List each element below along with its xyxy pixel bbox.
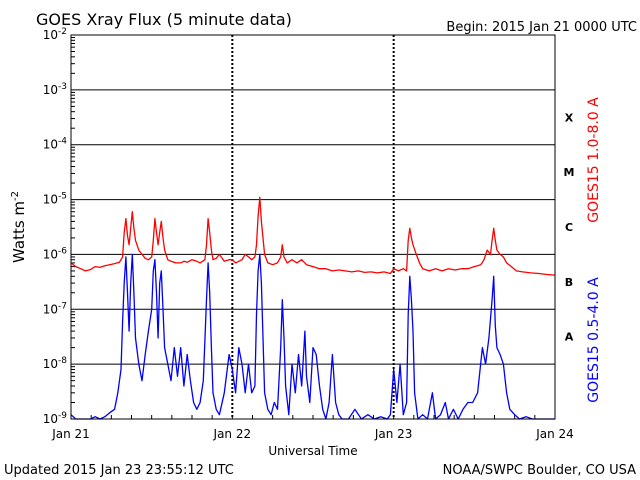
updated-timestamp: Updated 2015 Jan 23 23:55:12 UTC — [4, 463, 234, 478]
y-tick-mantissa: 10 — [43, 28, 58, 42]
legend-long-channel: GOES15 1.0-8.0 A — [586, 97, 602, 223]
y-tick-labels: 10-910-810-710-610-510-410-310-2 — [43, 27, 68, 426]
y-tick-mantissa: 10 — [43, 357, 58, 371]
x-tick-labels: Jan 21 Jan 22 Jan 23 Jan 24 — [51, 427, 574, 441]
legend-short-channel: GOES15 0.5-4.0 A — [586, 277, 602, 403]
y-axis-label-exponent: -2 — [10, 191, 21, 201]
y-tick-exponent: -9 — [58, 411, 67, 421]
x-tick-label: Jan 21 — [51, 427, 90, 441]
y-tick-exponent: -7 — [58, 301, 67, 311]
flare-class-label: A — [565, 331, 574, 344]
flare-class-label: C — [565, 221, 573, 234]
y-tick-label: 10-6 — [43, 246, 68, 261]
y-tick-label: 10-9 — [43, 411, 68, 426]
x-tick-label: Jan 23 — [374, 427, 413, 441]
plot-frame — [70, 34, 556, 420]
y-tick-mantissa: 10 — [43, 193, 58, 207]
y-tick-mantissa: 10 — [43, 412, 58, 426]
x-tick-label: Jan 24 — [535, 427, 574, 441]
y-tick-mantissa: 10 — [43, 247, 58, 261]
y-axis-label: Watts m-2 — [10, 191, 28, 263]
begin-time: Begin: 2015 Jan 21 0000 UTC — [446, 20, 637, 35]
y-tick-mantissa: 10 — [43, 138, 58, 152]
y-tick-label: 10-4 — [43, 137, 68, 152]
y-tick-exponent: -5 — [58, 192, 67, 202]
y-tick-mantissa: 10 — [43, 83, 58, 97]
x-tick-label: Jan 22 — [213, 427, 252, 441]
y-tick-exponent: -8 — [58, 356, 67, 366]
flare-class-label: M — [564, 166, 575, 179]
y-tick-exponent: -3 — [58, 82, 67, 92]
flare-class-label: X — [565, 111, 574, 124]
y-tick-label: 10-3 — [43, 82, 67, 97]
chart-title: GOES Xray Flux (5 minute data) — [36, 10, 292, 29]
y-tick-label: 10-2 — [43, 27, 67, 42]
flare-class-labels: A B C M X — [564, 111, 575, 343]
flare-class-label: B — [565, 276, 573, 289]
y-tick-label: 10-8 — [43, 356, 68, 371]
x-axis-label: Universal Time — [268, 444, 357, 458]
y-tick-exponent: -2 — [58, 27, 67, 37]
y-tick-mantissa: 10 — [43, 302, 58, 316]
credit-text: NOAA/SWPC Boulder, CO USA — [443, 463, 636, 478]
y-tick-exponent: -4 — [58, 137, 67, 147]
y-tick-label: 10-7 — [43, 301, 67, 316]
y-tick-exponent: -6 — [58, 246, 67, 256]
series-line-long-channel — [70, 196, 556, 276]
y-tick-label: 10-5 — [43, 192, 67, 207]
